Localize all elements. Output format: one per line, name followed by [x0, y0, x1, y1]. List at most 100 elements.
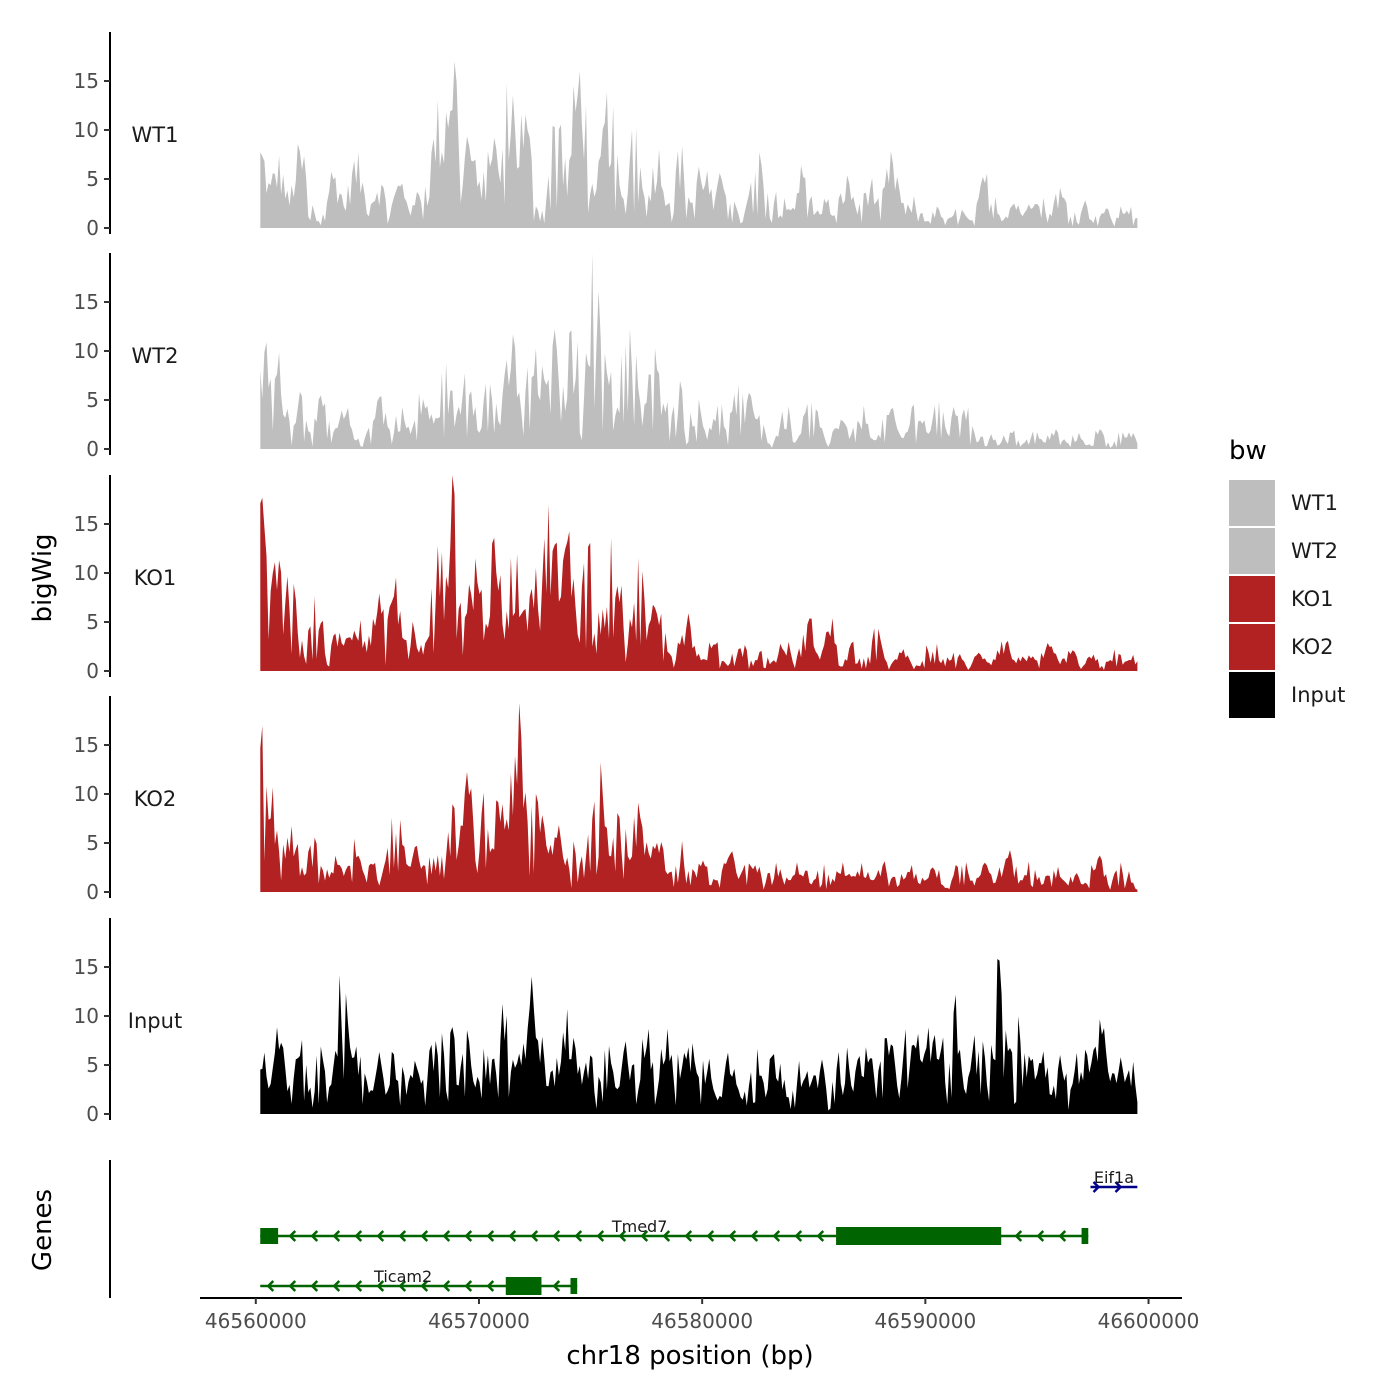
y-tick-label: 10 — [74, 339, 99, 363]
strand-arrow — [266, 1280, 275, 1292]
genes-panel-title: Genes — [28, 1189, 58, 1271]
legend-label: Input — [1291, 683, 1345, 707]
strand-arrow — [332, 1230, 341, 1242]
legend-label: WT1 — [1291, 491, 1338, 515]
strand-arrow — [464, 1230, 473, 1242]
legend-swatch — [1229, 624, 1275, 670]
strand-arrow — [420, 1230, 429, 1242]
x-tick-label: 46600000 — [1098, 1309, 1200, 1333]
x-axis: 46560000 46570000 46580000 46590000 46600000 — [200, 1297, 1200, 1333]
strand-arrow — [310, 1230, 319, 1242]
strand-arrow — [552, 1280, 561, 1292]
signal-area-wt2 — [260, 253, 1138, 449]
strand-arrow — [420, 1280, 429, 1292]
gene-coding-block — [505, 1277, 542, 1295]
y-tick-label: 15 — [74, 69, 99, 93]
y-tick-label: 15 — [74, 733, 99, 757]
y-tick-label: 5 — [86, 610, 99, 634]
strand-arrow — [464, 1280, 473, 1292]
track-ko2: 0 5 10 15 KO2 — [74, 696, 1138, 904]
legend-swatch — [1229, 528, 1275, 574]
strand-arrow — [442, 1280, 451, 1292]
strand-arrow — [376, 1230, 385, 1242]
strand-arrow — [530, 1230, 539, 1242]
y-tick-label: 0 — [86, 1102, 99, 1126]
track-wt1: 0 5 10 15 WT1 — [74, 32, 1138, 240]
y-tick-label: 0 — [86, 437, 99, 461]
y-tick-label: 5 — [86, 831, 99, 855]
strand-arrow — [618, 1230, 627, 1242]
strand-arrow — [794, 1230, 803, 1242]
y-tick-label: 10 — [74, 561, 99, 585]
track-label: KO2 — [134, 787, 177, 811]
gene-exon — [1081, 1228, 1089, 1244]
strand-arrow — [1058, 1230, 1067, 1242]
gene-coding-block — [836, 1227, 1002, 1245]
gene-label: Eif1a — [1094, 1168, 1134, 1187]
gene-ticam2: Ticam2 — [260, 1267, 578, 1295]
signal-area-ko1 — [260, 475, 1138, 671]
x-tick-label: 46590000 — [874, 1309, 976, 1333]
strand-arrow — [486, 1280, 495, 1292]
y-tick-label: 10 — [74, 1004, 99, 1028]
strand-arrow — [398, 1230, 407, 1242]
track-label: WT1 — [132, 123, 179, 147]
legend-label: WT2 — [1291, 539, 1338, 563]
x-axis-title: chr18 position (bp) — [566, 1341, 813, 1371]
strand-arrow — [332, 1280, 341, 1292]
strand-arrow — [1092, 1181, 1101, 1193]
signal-area-ko2 — [260, 703, 1138, 892]
gene-label: Ticam2 — [373, 1267, 432, 1286]
y-tick-label: 5 — [86, 388, 99, 412]
y-tick-label: 5 — [86, 1053, 99, 1077]
strand-arrow — [750, 1230, 759, 1242]
strand-arrow — [574, 1230, 583, 1242]
strand-arrow — [288, 1230, 297, 1242]
signal-area-wt1 — [260, 61, 1138, 229]
strand-arrow — [552, 1230, 561, 1242]
strand-arrow — [1036, 1230, 1045, 1242]
x-tick-label: 46560000 — [205, 1309, 307, 1333]
y-tick-label: 10 — [74, 118, 99, 142]
x-tick-label: 46580000 — [651, 1309, 753, 1333]
strand-arrow — [816, 1230, 825, 1242]
strand-arrow — [662, 1230, 671, 1242]
y-tick-label: 5 — [86, 167, 99, 191]
y-tick-label: 0 — [86, 216, 99, 240]
gene-exon — [260, 1228, 279, 1244]
y-tick-label: 15 — [74, 512, 99, 536]
legend-label: KO1 — [1291, 587, 1334, 611]
y-tick-label: 15 — [74, 290, 99, 314]
track-input: 0 5 10 15 Input — [74, 918, 1138, 1126]
strand-arrow — [640, 1230, 649, 1242]
strand-arrow — [728, 1230, 737, 1242]
track-label: Input — [128, 1009, 182, 1033]
strand-arrow — [288, 1280, 297, 1292]
strand-arrow — [508, 1230, 517, 1242]
strand-arrow — [1014, 1230, 1023, 1242]
track-label: KO1 — [134, 566, 177, 590]
strand-arrow — [1114, 1181, 1123, 1193]
strand-arrow — [376, 1280, 385, 1292]
gene-tmed7: Tmed7 — [260, 1217, 1089, 1245]
strand-arrow — [706, 1230, 715, 1242]
x-tick-label: 46570000 — [428, 1309, 530, 1333]
gene-eif1a: Eif1a — [1090, 1168, 1138, 1193]
legend: bw WT1 WT2 KO1 KO2 Input — [1229, 436, 1345, 718]
legend-label: KO2 — [1291, 635, 1334, 659]
legend-swatch — [1229, 480, 1275, 526]
gene-exon — [570, 1278, 578, 1294]
genes-panel: Eif1a Tmed7 Ticam2 — [109, 1160, 1138, 1298]
legend-swatch — [1229, 672, 1275, 718]
signal-area-input — [260, 959, 1138, 1114]
y-tick-label: 0 — [86, 880, 99, 904]
legend-swatch — [1229, 576, 1275, 622]
strand-arrow — [684, 1230, 693, 1242]
tracks-layer: 0 5 10 15 WT1 0 5 10 15 WT2 0 5 10 15 KO1 0 5 10 15 KO2 0 5 10… — [74, 32, 1138, 1126]
strand-arrow — [398, 1280, 407, 1292]
strand-arrow — [354, 1280, 363, 1292]
y-tick-label: 0 — [86, 659, 99, 683]
track-wt2: 0 5 10 15 WT2 — [74, 253, 1138, 461]
y-axis-title: bigWig — [28, 533, 58, 622]
